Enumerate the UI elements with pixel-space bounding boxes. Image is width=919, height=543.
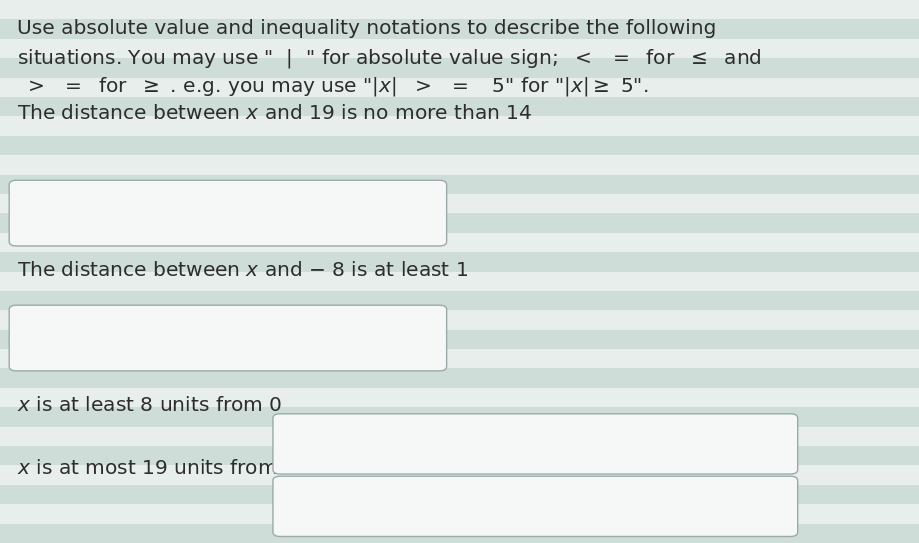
Bar: [0, 369, 919, 388]
Text: $x$ is at least 8 units from 0: $x$ is at least 8 units from 0: [17, 396, 282, 415]
Bar: [0, 485, 919, 504]
Bar: [0, 349, 919, 369]
Bar: [0, 20, 919, 39]
Bar: [0, 78, 919, 97]
Bar: [0, 252, 919, 272]
Bar: [0, 310, 919, 330]
Text: The distance between $x$ and 19 is no more than 14: The distance between $x$ and 19 is no mo…: [17, 104, 531, 123]
Bar: [0, 116, 919, 136]
Bar: [0, 0, 919, 20]
Text: situations. You may use "  |  " for absolute value sign;  $<$  $=$  for  $\leq$ : situations. You may use " | " for absolu…: [17, 47, 761, 70]
Bar: [0, 213, 919, 233]
Text: Use absolute value and inequality notations to describe the following: Use absolute value and inequality notati…: [17, 19, 716, 38]
Bar: [0, 523, 919, 543]
Bar: [0, 272, 919, 291]
Bar: [0, 465, 919, 485]
Bar: [0, 291, 919, 310]
Bar: [0, 174, 919, 194]
Text: The distance between $x$ and $-$ 8 is at least 1: The distance between $x$ and $-$ 8 is at…: [17, 261, 468, 280]
Bar: [0, 427, 919, 446]
Bar: [0, 97, 919, 116]
Bar: [0, 155, 919, 174]
Bar: [0, 388, 919, 407]
Bar: [0, 136, 919, 155]
Bar: [0, 58, 919, 78]
Text: $>$  $=$  for  $\geq$ . e.g. you may use "$|x|$  $>$  $=$   5" for "$|x| \geq$ 5: $>$ $=$ for $\geq$ . e.g. you may use "$…: [17, 75, 648, 98]
Bar: [0, 504, 919, 523]
Bar: [0, 233, 919, 252]
Bar: [0, 330, 919, 349]
Bar: [0, 39, 919, 58]
Bar: [0, 446, 919, 465]
Text: $x$ is at most 19 units from 0: $x$ is at most 19 units from 0: [17, 459, 296, 478]
Bar: [0, 407, 919, 427]
Bar: [0, 194, 919, 213]
